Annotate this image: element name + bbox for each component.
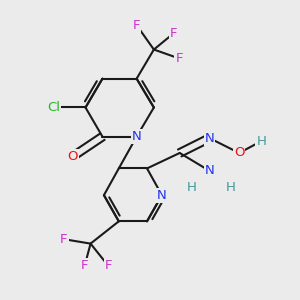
- Text: F: F: [133, 19, 140, 32]
- Text: N: N: [205, 164, 214, 177]
- Text: N: N: [205, 132, 214, 145]
- Text: N: N: [132, 130, 142, 143]
- Text: O: O: [68, 150, 78, 163]
- Text: F: F: [60, 233, 68, 246]
- Text: H: H: [225, 181, 235, 194]
- Text: Cl: Cl: [47, 101, 60, 114]
- Text: F: F: [170, 27, 178, 40]
- Text: H: H: [256, 135, 266, 148]
- Text: F: F: [81, 260, 88, 272]
- Text: F: F: [105, 260, 112, 272]
- Text: O: O: [234, 146, 244, 160]
- Text: H: H: [187, 181, 196, 194]
- Text: N: N: [157, 189, 167, 202]
- Text: F: F: [176, 52, 183, 65]
